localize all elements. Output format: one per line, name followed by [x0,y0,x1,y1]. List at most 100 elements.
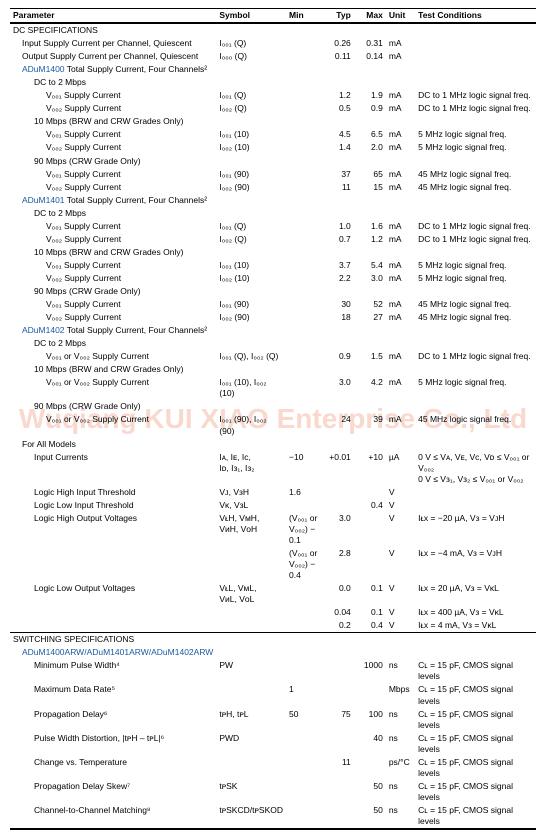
cell-sym: I₀₀₂ (Q) [216,233,286,246]
data-row: Minimum Pulse Width⁴PW1000nsCʟ = 15 pF, … [10,659,536,683]
cell-u: mA [386,298,415,311]
cell-u [386,337,415,350]
cell-min [286,413,321,437]
cell-sym [216,155,286,168]
cell-sym: I₀₀₀ (Q) [216,50,286,63]
cell-u: mA [386,89,415,102]
cell-param: V₀₀₁ Supply Current [10,89,216,102]
cell-t: 45 MHz logic signal freq. [415,168,536,181]
cell-min [286,350,321,363]
data-row: ADuM1402 Total Supply Current, Four Chan… [10,324,536,337]
data-row: V₀₀₁ or V₀₀₂ Supply CurrentI₀₀₁ (Q), I₀₀… [10,350,536,363]
cell-sym: I₀₀₁ (Q), I₀₀₂ (Q) [216,350,286,363]
cell-t: 5 MHz logic signal freq. [415,141,536,154]
data-row: Channel-to-Channel Matching⁸tᴘSKCD/tᴘSKO… [10,804,536,829]
cell-u: mA [386,37,415,50]
cell-t: 0 V ≤ Vᴀ, Vᴇ, Vᴄ, Vᴅ ≤ V₀₀₁ or V₀₀₂0 V ≤… [415,451,536,486]
cell-min [286,659,321,683]
cell-sym [216,606,286,619]
cell-typ [321,194,354,207]
data-row: (V₀₀₁ or V₀₀₂) − 0.42.8VIᴌx = −4 mA, Vᴈ … [10,547,536,582]
data-row: V₀₀₁ Supply CurrentI₀₀₁ (10)3.75.4mA5 MH… [10,259,536,272]
cell-min [286,246,321,259]
cell-u: ns [386,732,415,756]
cell-u: mA [386,376,415,400]
data-row: Pulse Width Distortion, |tᴘH – tᴘL|⁶PWD4… [10,732,536,756]
cell-param: Logic High Input Threshold [10,486,216,499]
cell-t: Iᴌx = 20 µA, Vᴈ = VᴋL [415,582,536,606]
cell-t: Iᴌx = 400 µA, Vᴈ = VᴋL [415,606,536,619]
cell-typ: 75 [321,708,354,732]
cell-max: 1.2 [354,233,386,246]
cell-typ: 1.0 [321,220,354,233]
cell-typ [321,780,354,804]
cell-max: 100 [354,708,386,732]
cell-u [386,207,415,220]
cell-u: ps/°C [386,756,415,780]
cell-typ [321,646,354,659]
data-row: V₀₀₁ or V₀₀₂ Supply CurrentI₀₀₁ (10), I₀… [10,376,536,400]
cell-min [286,37,321,50]
cell-typ: 0.2 [321,619,354,633]
cell-u: V [386,499,415,512]
cell-u [386,246,415,259]
cell-min [286,168,321,181]
data-row: DC to 2 Mbps [10,207,536,220]
data-row: Propagation Delay Skew⁷tᴘSK50nsCʟ = 15 p… [10,780,536,804]
cell-u: V [386,486,415,499]
cell-u: V [386,606,415,619]
cell-typ: 3.0 [321,512,354,547]
cell-u: V [386,547,415,582]
data-row: Maximum Data Rate⁵1MbpsCʟ = 15 pF, CMOS … [10,683,536,707]
cell-sym: I₀₀₂ (90) [216,181,286,194]
data-row: Logic Low Output VoltagesVᴌL, VᴍL,VᴎL, V… [10,582,536,606]
cell-u [386,285,415,298]
cell-max: 0.31 [354,37,386,50]
cell-sym: PW [216,659,286,683]
cell-param: Minimum Pulse Width⁴ [10,659,216,683]
cell-u [386,363,415,376]
cell-u: ns [386,804,415,829]
cell-min [286,646,321,659]
cell-max [354,285,386,298]
data-row: V₀₀₁ or V₀₀₂ Supply CurrentI₀₀₁ (90), I₀… [10,413,536,437]
cell-u: mA [386,350,415,363]
cell-t [415,285,536,298]
cell-sym [216,337,286,350]
cell-t [415,76,536,89]
cell-typ: 30 [321,298,354,311]
cell-u: V [386,512,415,547]
cell-max: 4.2 [354,376,386,400]
cell-param: 90 Mbps (CRW Grade Only) [10,285,216,298]
cell-min [286,756,321,780]
cell-param: DC to 2 Mbps [10,76,216,89]
cell-sym: I₀₀₁ (90), I₀₀₂ (90) [216,413,286,437]
cell-param: V₀₀₂ Supply Current [10,141,216,154]
data-row: Logic High Output VoltagesVᴌH, VᴍH,VᴎH, … [10,512,536,547]
cell-typ: 2.2 [321,272,354,285]
cell-u [386,155,415,168]
cell-min: (V₀₀₁ or V₀₀₂) − 0.1 [286,512,321,547]
cell-sym [216,115,286,128]
cell-param: DC to 2 Mbps [10,337,216,350]
cell-sym [216,363,286,376]
cell-max: 50 [354,804,386,829]
cell-t: 5 MHz logic signal freq. [415,259,536,272]
cell-t: Cʟ = 15 pF, CMOS signal levels [415,804,536,829]
cell-min [286,128,321,141]
cell-sym: I₀₀₂ (10) [216,272,286,285]
cell-typ [321,659,354,683]
cell-param: Pulse Width Distortion, |tᴘH – tᴘL|⁶ [10,732,216,756]
cell-max: 52 [354,298,386,311]
cell-min [286,582,321,606]
cell-typ: 11 [321,756,354,780]
cell-t [415,194,536,207]
cell-t: 45 MHz logic signal freq. [415,181,536,194]
cell-u: ns [386,659,415,683]
cell-typ: 3.0 [321,376,354,400]
cell-u [386,438,415,451]
cell-u: Mbps [386,683,415,707]
cell-max: 1.5 [354,350,386,363]
data-row: Input Supply Current per Channel, Quiesc… [10,37,536,50]
cell-sym: I₀₀₁ (90) [216,298,286,311]
